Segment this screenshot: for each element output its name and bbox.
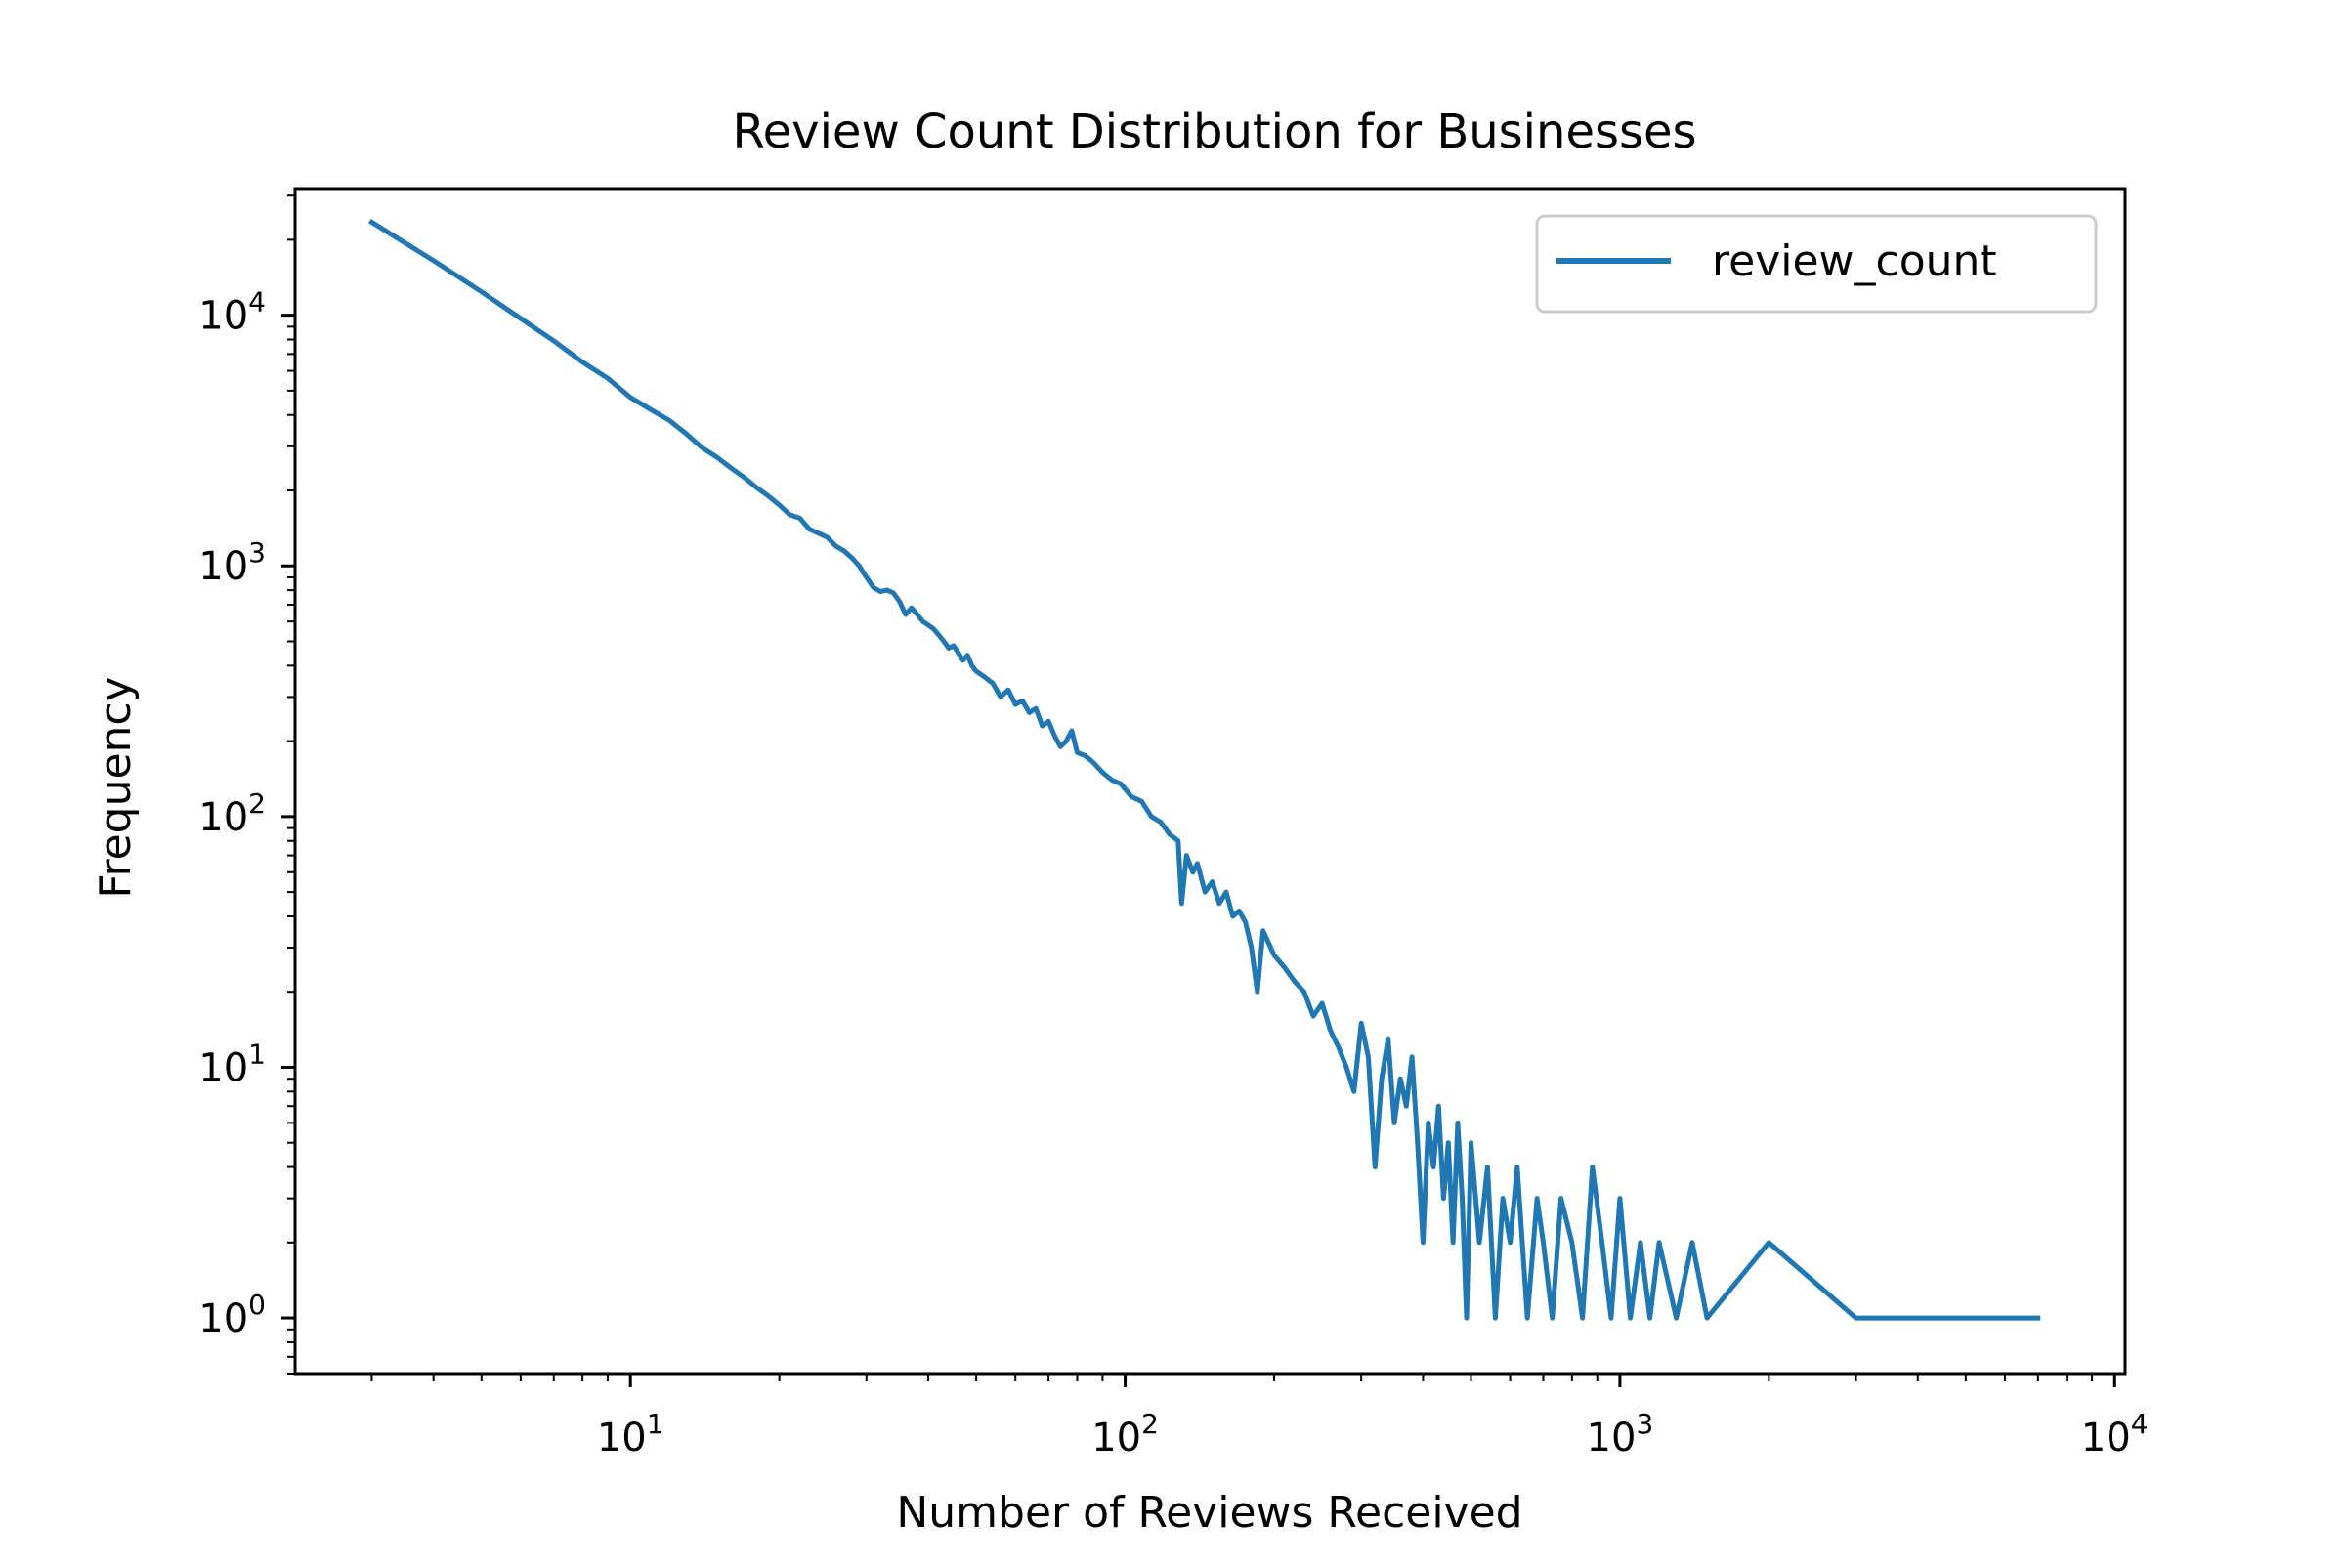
x-tick-label: 101 [597,1408,664,1461]
x-axis-label: Number of Reviews Received [896,1488,1522,1538]
series-line-review_count [367,218,2041,1321]
y-tick-label: 101 [198,1038,266,1090]
chart-title: Review Count Distribution for Businesses [732,105,1696,159]
y-axis-ticks: 100 101 102 103 104 [198,194,295,1375]
y-tick-label: 104 [198,286,266,339]
plot-frame [293,187,2127,1376]
x-tick-label: 104 [2081,1408,2149,1461]
x-tick-label: 103 [1587,1408,1654,1461]
y-tick-label: 103 [198,536,266,589]
y-axis-label: Frequency [91,676,141,898]
y-tick-label: 100 [198,1289,266,1341]
plot-area [367,218,2041,1321]
x-axis-ticks: 101 102 103 104 [370,1374,2149,1461]
legend: review_count [1535,214,2098,314]
legend-label: review_count [1712,236,1997,286]
y-tick-label: 102 [198,787,266,840]
legend-box [1535,214,2098,314]
x-tick-label: 102 [1091,1408,1159,1461]
